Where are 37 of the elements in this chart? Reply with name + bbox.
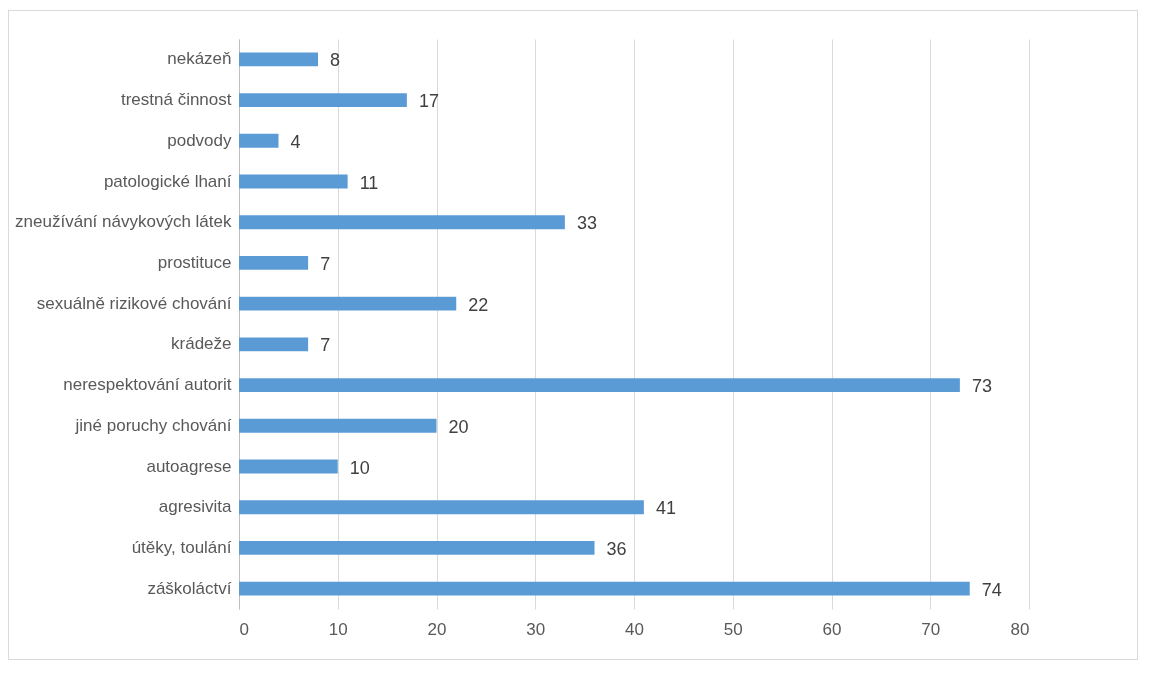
x-tick-label: 20 [427,619,447,639]
data-label: 41 [655,498,676,519]
y-tick-label: agresivita [158,497,233,517]
x-tick-label: 0 [239,619,249,639]
data-label: 11 [359,172,379,193]
data-label: 7 [320,253,331,274]
data-label: 73 [971,376,992,397]
data-label: 8 [330,50,341,71]
data-label: 7 [320,335,331,356]
x-tick-label: 70 [921,619,941,639]
data-label: 17 [418,91,439,112]
y-tick-label: nerespektování autorit [63,375,232,395]
y-tick-label: jiné poruchy chování [74,415,232,435]
y-tick-label: podvody [167,130,232,150]
x-tick-label: 30 [526,619,546,639]
y-tick-label: záškoláctví [147,578,232,598]
data-label: 10 [349,457,370,478]
y-tick-label: sexuálně rizikové chování [36,293,232,313]
y-tick-label: prostituce [157,252,232,272]
y-tick-label: krádeže [171,334,232,354]
x-tick-label: 40 [625,619,644,639]
data-label: 36 [606,538,627,559]
y-tick-label: útěky, toulání [131,537,232,557]
x-tick-label: 10 [328,619,348,639]
x-tick-label: 60 [822,619,842,639]
x-tick-label: 50 [723,619,743,639]
y-tick-label: trestná činnost [120,90,232,110]
data-label: 74 [981,579,1002,600]
data-label: 20 [448,416,469,437]
y-tick-label: patologické lhaní [103,171,232,191]
y-tick-label: zneužívání návykových látek [15,212,232,232]
y-tick-label: autoagrese [146,456,232,476]
data-label: 22 [468,294,489,315]
y-tick-label: nekázeň [167,49,232,69]
data-label: 33 [576,213,597,234]
x-tick-label: 80 [1010,619,1030,639]
data-label: 4 [290,131,301,152]
